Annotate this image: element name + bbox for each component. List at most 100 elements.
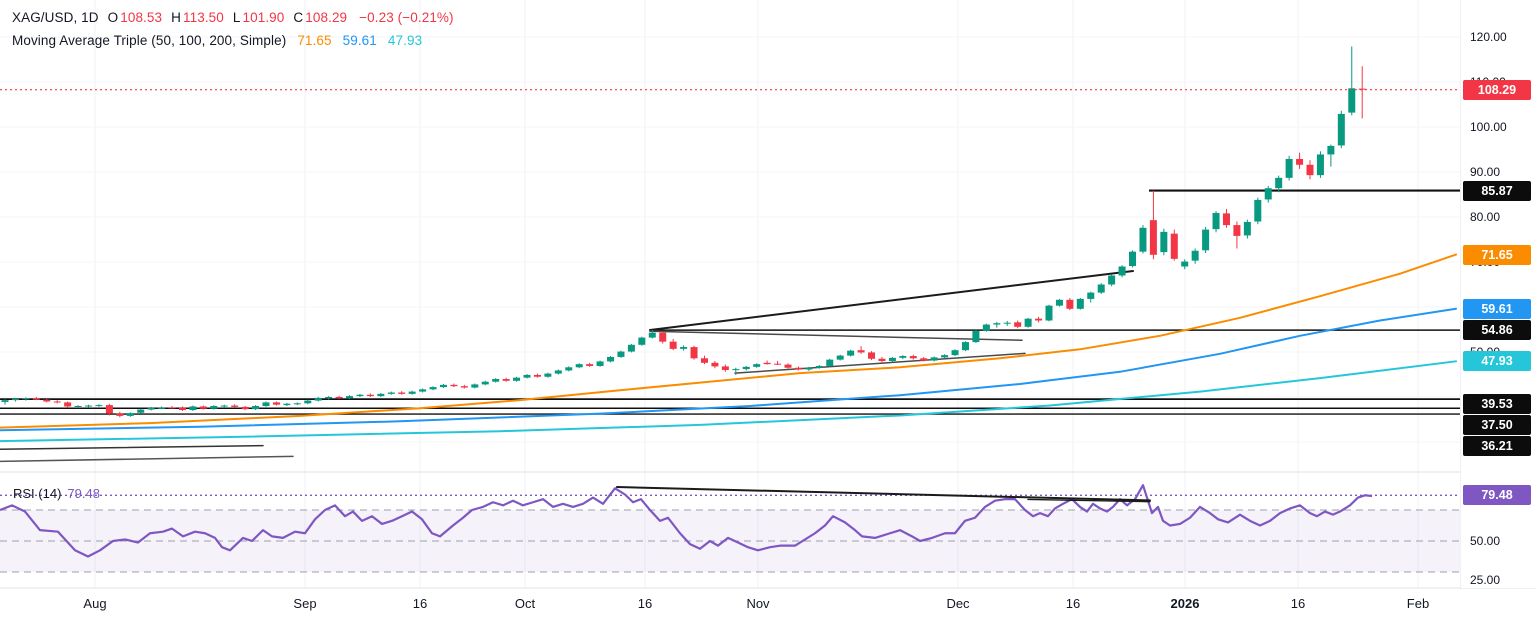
candle-body xyxy=(753,364,761,367)
candle-body xyxy=(1129,251,1137,267)
candle-body xyxy=(513,377,521,381)
candle-body xyxy=(815,365,823,368)
candle-body xyxy=(199,406,207,409)
candle-body xyxy=(450,384,458,387)
ma-legend-row[interactable]: Moving Average Triple (50, 100, 200, Sim… xyxy=(12,33,426,48)
candle-body xyxy=(43,399,51,402)
time-axis[interactable]: Aug Sep 16 Oct 16 Nov Dec 16 2026 16 Feb xyxy=(0,589,1536,620)
candle-body xyxy=(982,324,990,331)
candle-body xyxy=(252,406,260,410)
candle-body xyxy=(304,400,312,404)
price-badge: 36.21 xyxy=(1463,436,1531,456)
ohlc-letter: H xyxy=(171,10,181,25)
candle-body xyxy=(961,342,969,351)
candle-body xyxy=(189,406,197,411)
candle-body xyxy=(1087,292,1095,299)
symbol-legend-row[interactable]: XAG/USD, 1D O 108.53 H 113.50 L 101.90 C 108.29−… xyxy=(12,10,456,25)
rsi-indicator-title: RSI (14) xyxy=(13,486,62,501)
candle-body xyxy=(502,379,510,381)
candle-body xyxy=(899,356,907,358)
candle-body xyxy=(909,356,917,359)
candle-body xyxy=(158,407,166,409)
candle-body xyxy=(638,337,646,345)
candle-body xyxy=(147,407,155,410)
rsi-line xyxy=(0,484,1373,558)
candle-body xyxy=(920,358,928,361)
candle-body xyxy=(1108,275,1116,285)
candle-body xyxy=(700,358,708,363)
candle-body xyxy=(22,398,30,400)
ma-indicator-title: Moving Average Triple (50, 100, 200, Sim… xyxy=(12,33,287,48)
candle-body xyxy=(1045,305,1053,321)
candle-body xyxy=(481,381,489,385)
trendline xyxy=(0,444,264,450)
candle-body xyxy=(888,357,896,361)
price-axis[interactable]: 120.00110.00100.0090.0080.0070.0060.0050… xyxy=(1461,0,1536,588)
price-badge: 54.86 xyxy=(1463,320,1531,341)
candle-body xyxy=(53,401,61,403)
trendline xyxy=(734,352,1026,374)
candle-body xyxy=(1243,221,1251,236)
candle-body xyxy=(346,396,354,399)
candle-body xyxy=(627,344,635,352)
candle-body xyxy=(774,363,782,365)
candle-body xyxy=(1337,113,1345,146)
candle-body xyxy=(335,397,343,399)
candle-body xyxy=(607,356,615,362)
candle-body xyxy=(659,332,667,342)
time-axis-label: 16 xyxy=(1290,596,1306,611)
candle-body xyxy=(554,370,562,374)
candle-body xyxy=(1222,213,1230,226)
ma-value: 59.61 xyxy=(342,33,377,48)
candle-body xyxy=(137,409,145,413)
candle-body xyxy=(178,407,186,411)
ohlc-value: 113.50 xyxy=(183,10,224,25)
candle-body xyxy=(690,347,698,359)
time-axis-label: 16 xyxy=(1065,596,1081,611)
candle-body xyxy=(1181,261,1189,267)
price-badge: 85.87 xyxy=(1463,180,1531,201)
candle-body xyxy=(1170,233,1178,259)
price-axis-label: 100.00 xyxy=(1470,120,1507,134)
candle-body xyxy=(126,413,134,416)
candle-body xyxy=(575,364,583,368)
candle-body xyxy=(1160,231,1168,253)
candle-body xyxy=(648,332,656,338)
candle-body xyxy=(784,364,792,368)
candle-body xyxy=(1358,88,1366,90)
ma-value: 71.65 xyxy=(297,33,332,48)
time-axis-label: 16 xyxy=(412,596,428,611)
candle-body xyxy=(1139,227,1147,252)
candle-body xyxy=(283,403,291,406)
candle-body xyxy=(596,361,604,366)
candle-body xyxy=(231,405,239,407)
price-badge: 59.61 xyxy=(1463,298,1531,319)
candle-body xyxy=(429,387,437,390)
candle-body xyxy=(1024,318,1032,327)
candle-body xyxy=(1202,229,1210,251)
candle-body xyxy=(1212,212,1220,230)
rsi-axis-label: 50.00 xyxy=(1470,534,1501,548)
ohlc-values: O 108.53 H 113.50 L 101.90 C 108.29 xyxy=(101,10,350,25)
candle-body xyxy=(1254,199,1262,222)
candle-body xyxy=(669,341,677,349)
candle-body xyxy=(617,351,625,357)
ohlc-letter: C xyxy=(293,10,304,25)
candle-body xyxy=(1348,88,1356,113)
time-axis-label: Aug xyxy=(83,596,107,611)
rsi-legend-row[interactable]: RSI (14) 79.48 xyxy=(13,486,100,501)
candle-body xyxy=(941,355,949,358)
candle-body xyxy=(972,330,980,343)
candle-body xyxy=(492,379,500,382)
candle-body xyxy=(711,362,719,367)
ohlc-letter: O xyxy=(107,10,119,25)
candle-body xyxy=(565,367,573,371)
time-axis-label: Dec xyxy=(946,596,970,611)
candle-body xyxy=(293,403,301,405)
price-badge: 39.53 xyxy=(1463,394,1531,414)
candle-body xyxy=(408,391,416,394)
ohlc-value: 101.90 xyxy=(242,10,285,25)
rsi-axis-label: 25.00 xyxy=(1470,572,1501,587)
